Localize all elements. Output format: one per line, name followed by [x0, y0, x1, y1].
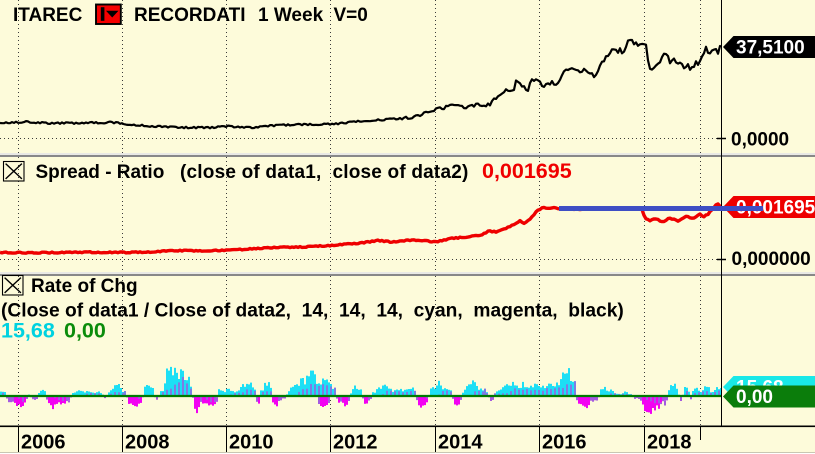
svg-text:0,001695: 0,001695	[736, 198, 815, 219]
svg-text:2008: 2008	[125, 432, 170, 454]
svg-text:1 Week: 1 Week	[258, 5, 324, 26]
svg-text:0,00: 0,00	[64, 319, 106, 343]
svg-text:2010: 2010	[229, 432, 274, 454]
svg-text:Rate of Chg: Rate of Chg	[31, 276, 138, 297]
svg-text:(Close of data1 / Close of dat: (Close of data1 / Close of data2, 14, 14…	[1, 301, 624, 322]
svg-text:2012: 2012	[333, 432, 378, 454]
svg-text:2018: 2018	[647, 432, 692, 454]
svg-text:37,5100: 37,5100	[736, 38, 805, 59]
svg-text:0,000000: 0,000000	[732, 249, 811, 270]
svg-text:0,001695: 0,001695	[482, 159, 572, 183]
svg-text:V=0: V=0	[334, 5, 368, 26]
svg-text:(close of data1, close of dat: (close of data1, close of data2)	[180, 162, 469, 183]
svg-text:Spread - Ratio: Spread - Ratio	[36, 162, 165, 183]
svg-text:2016: 2016	[542, 432, 587, 454]
svg-text:ITAREC: ITAREC	[13, 5, 83, 26]
svg-text:0,0000: 0,0000	[731, 130, 789, 151]
svg-text:2006: 2006	[21, 432, 66, 454]
svg-text:2014: 2014	[438, 432, 483, 454]
svg-text:RECORDATI: RECORDATI	[134, 5, 246, 26]
svg-text:0,00: 0,00	[736, 387, 773, 408]
svg-text:15,68: 15,68	[1, 319, 55, 343]
